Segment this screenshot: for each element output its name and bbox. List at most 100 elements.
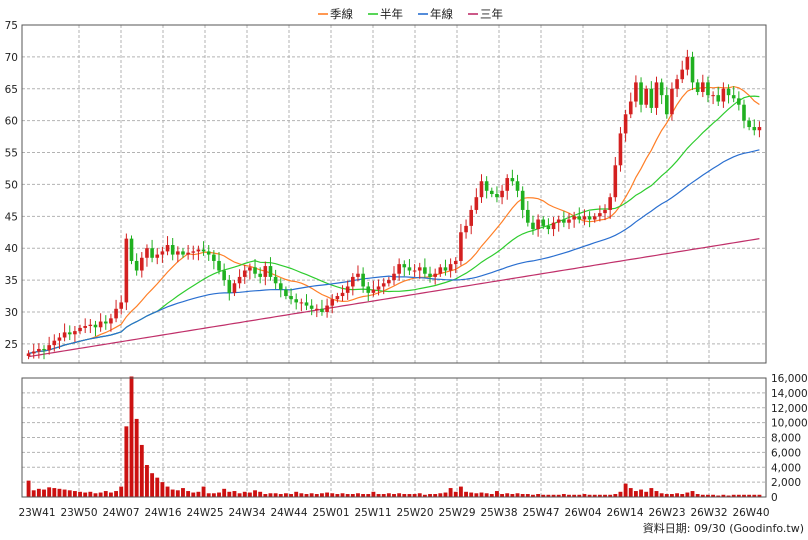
volume-bars (26, 376, 762, 497)
volume-bar-62 (345, 494, 350, 497)
candle-body-116 (623, 114, 628, 134)
candle-120 (644, 85, 648, 108)
candle-141 (752, 119, 757, 136)
candle-53 (299, 298, 304, 312)
volume-bar-83 (453, 491, 458, 497)
candle-body-23 (145, 248, 149, 258)
volume-bar-140 (747, 494, 752, 497)
candle-body-76 (417, 267, 422, 271)
candle-body-17 (114, 308, 118, 319)
candle-72 (397, 258, 401, 281)
x-tick-14: 26W14 (606, 507, 643, 519)
candle-50 (284, 286, 288, 300)
volume-bar-19 (124, 426, 129, 497)
price-tick-2: 35 (5, 275, 18, 287)
candle-body-18 (119, 302, 124, 309)
candle-13 (93, 320, 98, 337)
candle-37 (217, 252, 221, 275)
volume-bar-57 (320, 493, 324, 497)
candle-body-125 (670, 88, 674, 115)
candle-93 (505, 174, 510, 200)
candle-body-5 (52, 340, 57, 346)
volume-bar-56 (314, 494, 319, 497)
volume-bar-31 (186, 491, 191, 497)
volume-bar-49 (278, 494, 283, 497)
volume-bar-129 (690, 491, 695, 497)
volume-bar-111 (597, 494, 602, 497)
candle-body-72 (397, 264, 401, 274)
volume-bar-104 (561, 494, 566, 497)
candle-103 (556, 215, 561, 232)
candle-body-24 (150, 248, 154, 258)
candle-82 (448, 258, 453, 278)
candle-body-20 (129, 238, 134, 261)
candle-body-22 (140, 257, 144, 271)
candle-body-52 (294, 299, 299, 303)
candle-102 (551, 216, 556, 237)
volume-bar-36 (211, 493, 216, 497)
volume-bar-13 (93, 493, 98, 497)
candle-body-59 (330, 299, 335, 306)
volume-bar-80 (438, 493, 443, 497)
candle-body-86 (469, 209, 474, 226)
candlesticks (26, 49, 762, 360)
candle-78 (428, 266, 432, 283)
candle-1 (31, 343, 36, 359)
volume-bar-34 (201, 486, 206, 497)
candle-body-106 (572, 216, 576, 220)
candle-body-74 (407, 267, 412, 271)
candle-54 (304, 294, 309, 311)
candle-115 (618, 127, 623, 172)
volume-bar-96 (520, 494, 525, 497)
volume-bar-27 (165, 486, 170, 497)
candle-body-61 (340, 292, 345, 297)
candle-2 (37, 343, 41, 359)
candle-body-104 (562, 219, 566, 223)
candle-body-11 (83, 326, 87, 328)
volume-bar-128 (685, 492, 690, 497)
candle-body-34 (201, 249, 206, 252)
candle-body-130 (695, 82, 700, 92)
candle-77 (423, 258, 427, 278)
x-tick-12: 25W47 (522, 507, 559, 519)
volume-bar-39 (227, 491, 232, 497)
volume-bar-131 (700, 494, 705, 497)
volume-bar-95 (515, 493, 520, 497)
x-axis-ticks: 23W41 23W50 24W07 24W16 24W25 24W34 24W44 25W01… (18, 507, 769, 519)
candle-99 (536, 214, 540, 237)
volume-tick-1: 2,000 (771, 477, 801, 489)
candle-body-91 (495, 194, 499, 198)
volume-bar-69 (381, 494, 386, 497)
volume-bar-43 (247, 492, 252, 497)
volume-bar-130 (695, 494, 700, 497)
candle-body-137 (731, 95, 736, 99)
volume-bar-99 (536, 494, 541, 497)
candle-5 (52, 334, 57, 352)
candle-body-53 (299, 302, 304, 304)
volume-bar-100 (541, 494, 546, 497)
legend-label-2: 年線 (430, 7, 453, 21)
legend-label-0: 季線 (330, 7, 353, 21)
volume-bar-54 (304, 494, 309, 497)
volume-bar-91 (495, 491, 499, 497)
volume-bar-92 (500, 494, 505, 497)
candle-body-131 (701, 82, 705, 92)
legend: 季線 半年 年線 三年 (318, 7, 503, 21)
price-tick-10: 75 (5, 20, 18, 32)
volume-bar-59 (330, 493, 335, 497)
volume-bar-40 (232, 491, 237, 497)
candle-body-26 (160, 251, 165, 255)
candle-16 (109, 313, 113, 332)
candle-43 (248, 263, 252, 280)
candle-116 (623, 109, 628, 142)
candle-55 (309, 299, 314, 316)
candle-body-48 (273, 276, 278, 284)
volume-bar-136 (726, 495, 731, 497)
candle-body-65 (361, 273, 365, 287)
x-tick-8: 25W11 (354, 507, 391, 519)
price-plot-frame (21, 24, 767, 364)
candle-46 (263, 261, 268, 286)
candle-126 (675, 74, 679, 98)
source-label: 資料日期: 09/30 (Goodinfo.tw) (643, 521, 804, 535)
volume-bar-137 (731, 494, 736, 497)
